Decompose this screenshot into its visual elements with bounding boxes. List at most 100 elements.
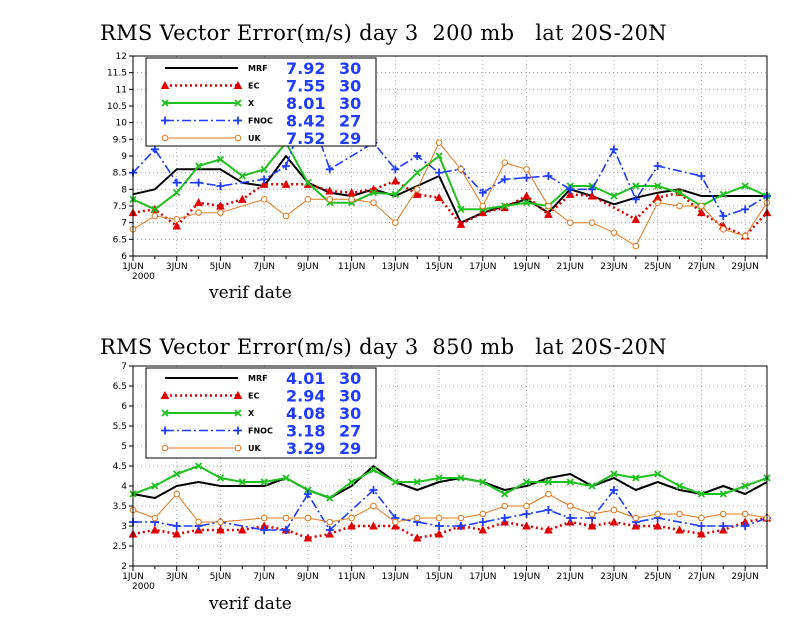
- uk-circle-marker: [173, 490, 181, 498]
- x-x-marker: [741, 182, 749, 190]
- fnoc-plus-marker: [216, 182, 225, 190]
- ec-triangle-marker: [347, 521, 356, 530]
- y-tick-label: 6.5: [113, 235, 127, 245]
- uk-circle-marker: [435, 139, 443, 146]
- fnoc-plus-marker: [566, 514, 575, 522]
- y-tick-label: 5: [121, 442, 127, 452]
- legend-label-fnoc: FNOC: [248, 117, 273, 126]
- fnoc-plus-marker: [325, 165, 334, 174]
- x-x-marker: [435, 152, 443, 160]
- uk-circle-marker: [632, 242, 640, 250]
- legend-mean-fnoc: 3.18: [286, 422, 325, 441]
- x-x-marker: [522, 478, 531, 486]
- x-x-marker: [479, 478, 487, 486]
- y-tick-label: 2.5: [113, 542, 127, 552]
- uk-circle-marker: [545, 490, 552, 498]
- plot-frame: [132, 55, 768, 257]
- legend-fnoc-plus-marker: [234, 426, 242, 435]
- x-tick-label: 17JUN: [469, 262, 496, 272]
- uk-circle-marker: [435, 514, 443, 522]
- uk-circle-marker: [151, 212, 159, 220]
- x-tick-label: 5JUN: [210, 572, 232, 582]
- legend-uk-circle-marker: [234, 444, 242, 452]
- series-mrf: [132, 465, 768, 499]
- legend-mean-uk: 3.29: [286, 439, 325, 458]
- ec-triangle-marker: [697, 529, 706, 538]
- y-tick-label: 3.5: [113, 502, 127, 512]
- x-tick-label: 11JUN: [338, 572, 365, 582]
- ec-triangle-marker: [391, 521, 400, 530]
- fnoc-plus-marker: [369, 486, 378, 494]
- ec-triangle-marker: [697, 208, 706, 217]
- fnoc-plus-marker: [588, 185, 597, 194]
- ec-triangle-marker: [675, 525, 684, 534]
- legend-label-mrf: MRF: [248, 64, 268, 73]
- y-tick-label: 10.5: [107, 102, 127, 112]
- x-x-marker: [457, 474, 465, 482]
- ec-triangle-marker: [281, 179, 291, 188]
- x-x-marker: [194, 162, 203, 170]
- fnoc-plus-marker: [435, 168, 444, 177]
- ec-triangle-marker: [434, 193, 444, 202]
- legend-mean-fnoc: 8.42: [286, 112, 325, 131]
- uk-circle-marker: [523, 502, 530, 510]
- x-line: [132, 465, 768, 499]
- uk-line: [132, 493, 768, 523]
- x-tick-label: 21JUN: [557, 572, 584, 582]
- x-x-marker: [566, 478, 574, 486]
- fnoc-plus-marker: [609, 486, 618, 494]
- uk-circle-marker: [282, 514, 290, 522]
- ec-triangle-marker: [544, 525, 553, 534]
- x-tick-label: 15JUN: [425, 262, 452, 272]
- x-tick-label: 11JUN: [338, 262, 365, 272]
- uk-circle-marker: [392, 518, 399, 526]
- legend-x-x-marker: [234, 409, 242, 417]
- fnoc-plus-marker: [697, 172, 706, 180]
- x-tick-label: 27JUN: [688, 262, 715, 272]
- ec-triangle-marker: [412, 533, 422, 542]
- uk-circle-marker: [392, 219, 399, 226]
- series-fnoc: [129, 486, 771, 534]
- legend: MRF 7.92 30 EC 7.55 30 X 8.01 30 FNOC 8.42 27 UK 7.52…: [145, 57, 377, 148]
- fnoc-plus-marker: [609, 145, 618, 154]
- y-tick-label: 12: [116, 52, 127, 62]
- x-tick-label: 25JUN: [644, 572, 671, 582]
- legend-label-x: X: [248, 99, 255, 108]
- legend-count-fnoc: 27: [339, 422, 361, 441]
- uk-circle-marker: [741, 232, 749, 240]
- uk-circle-marker: [260, 514, 268, 522]
- x-tick-label: 3JUN: [166, 262, 188, 272]
- x-x-marker: [173, 470, 181, 478]
- uk-circle-marker: [654, 199, 661, 206]
- x-tick-label: 29JUN: [731, 572, 758, 582]
- x-x-marker: [654, 182, 662, 190]
- uk-circle-marker: [654, 510, 661, 518]
- legend-count-fnoc: 27: [339, 112, 361, 131]
- y-tick-label: 10: [116, 119, 128, 129]
- y-tick-label: 11.5: [107, 69, 127, 79]
- x-x-marker: [369, 189, 378, 197]
- ec-triangle-marker: [347, 188, 356, 197]
- x-tick-label: 7JUN: [253, 572, 275, 582]
- uk-circle-marker: [173, 216, 181, 223]
- x-x-marker: [194, 462, 203, 470]
- ec-triangle-marker: [216, 525, 225, 534]
- fnoc-plus-marker: [325, 526, 334, 534]
- uk-circle-marker: [326, 518, 334, 526]
- x-x-marker: [675, 189, 684, 197]
- x-tick-label: 1JUN: [122, 262, 144, 272]
- x-tick-label: 15JUN: [425, 572, 452, 582]
- series-ec: [128, 176, 772, 240]
- ec-triangle-marker: [544, 209, 553, 218]
- x-x-marker: [413, 478, 421, 486]
- uk-circle-marker: [719, 510, 727, 518]
- ec-triangle-marker: [653, 521, 663, 530]
- uk-circle-marker: [741, 510, 749, 518]
- x-axis-label-850mb: verif date: [208, 594, 292, 614]
- x-x-marker: [588, 482, 596, 490]
- x-x-marker: [347, 478, 356, 486]
- fnoc-plus-marker: [478, 518, 487, 526]
- uk-circle-marker: [348, 514, 355, 522]
- fnoc-plus-marker: [566, 185, 575, 194]
- ec-triangle-marker: [587, 521, 597, 530]
